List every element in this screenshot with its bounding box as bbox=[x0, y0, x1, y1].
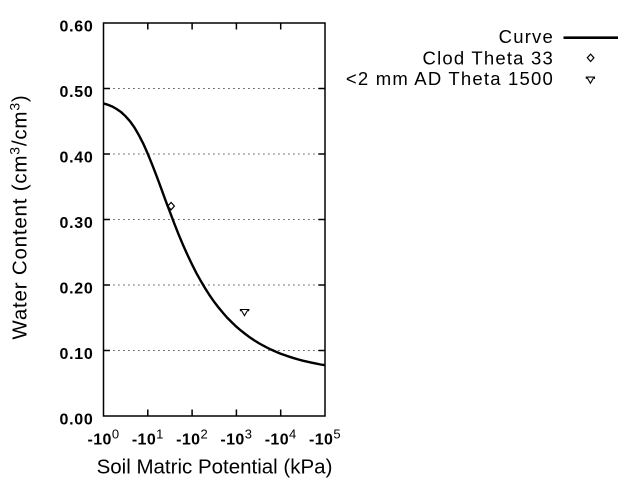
svg-text:-104: -104 bbox=[265, 426, 297, 448]
svg-text:0.00: 0.00 bbox=[60, 412, 94, 429]
svg-text:0.30: 0.30 bbox=[60, 215, 94, 232]
svg-text:0.50: 0.50 bbox=[60, 84, 94, 101]
svg-text:0.40: 0.40 bbox=[60, 150, 94, 167]
svg-text:Soil Matric Potential (kPa): Soil Matric Potential (kPa) bbox=[97, 456, 333, 479]
svg-text:-105: -105 bbox=[309, 426, 341, 448]
svg-text:-103: -103 bbox=[220, 426, 252, 448]
svg-text:0.10: 0.10 bbox=[60, 346, 94, 363]
svg-text:-102: -102 bbox=[176, 426, 208, 448]
svg-text:Clod Theta 33: Clod Theta 33 bbox=[423, 47, 554, 68]
svg-text:Curve: Curve bbox=[499, 26, 554, 47]
svg-text:Water Content (cm3/cm3): Water Content (cm3/cm3) bbox=[7, 94, 32, 339]
svg-text:<2 mm AD Theta 1500: <2 mm AD Theta 1500 bbox=[346, 68, 554, 89]
svg-text:0.20: 0.20 bbox=[60, 281, 94, 298]
svg-text:-101: -101 bbox=[132, 426, 164, 448]
svg-text:-100: -100 bbox=[88, 426, 120, 448]
svg-text:0.60: 0.60 bbox=[60, 19, 94, 36]
